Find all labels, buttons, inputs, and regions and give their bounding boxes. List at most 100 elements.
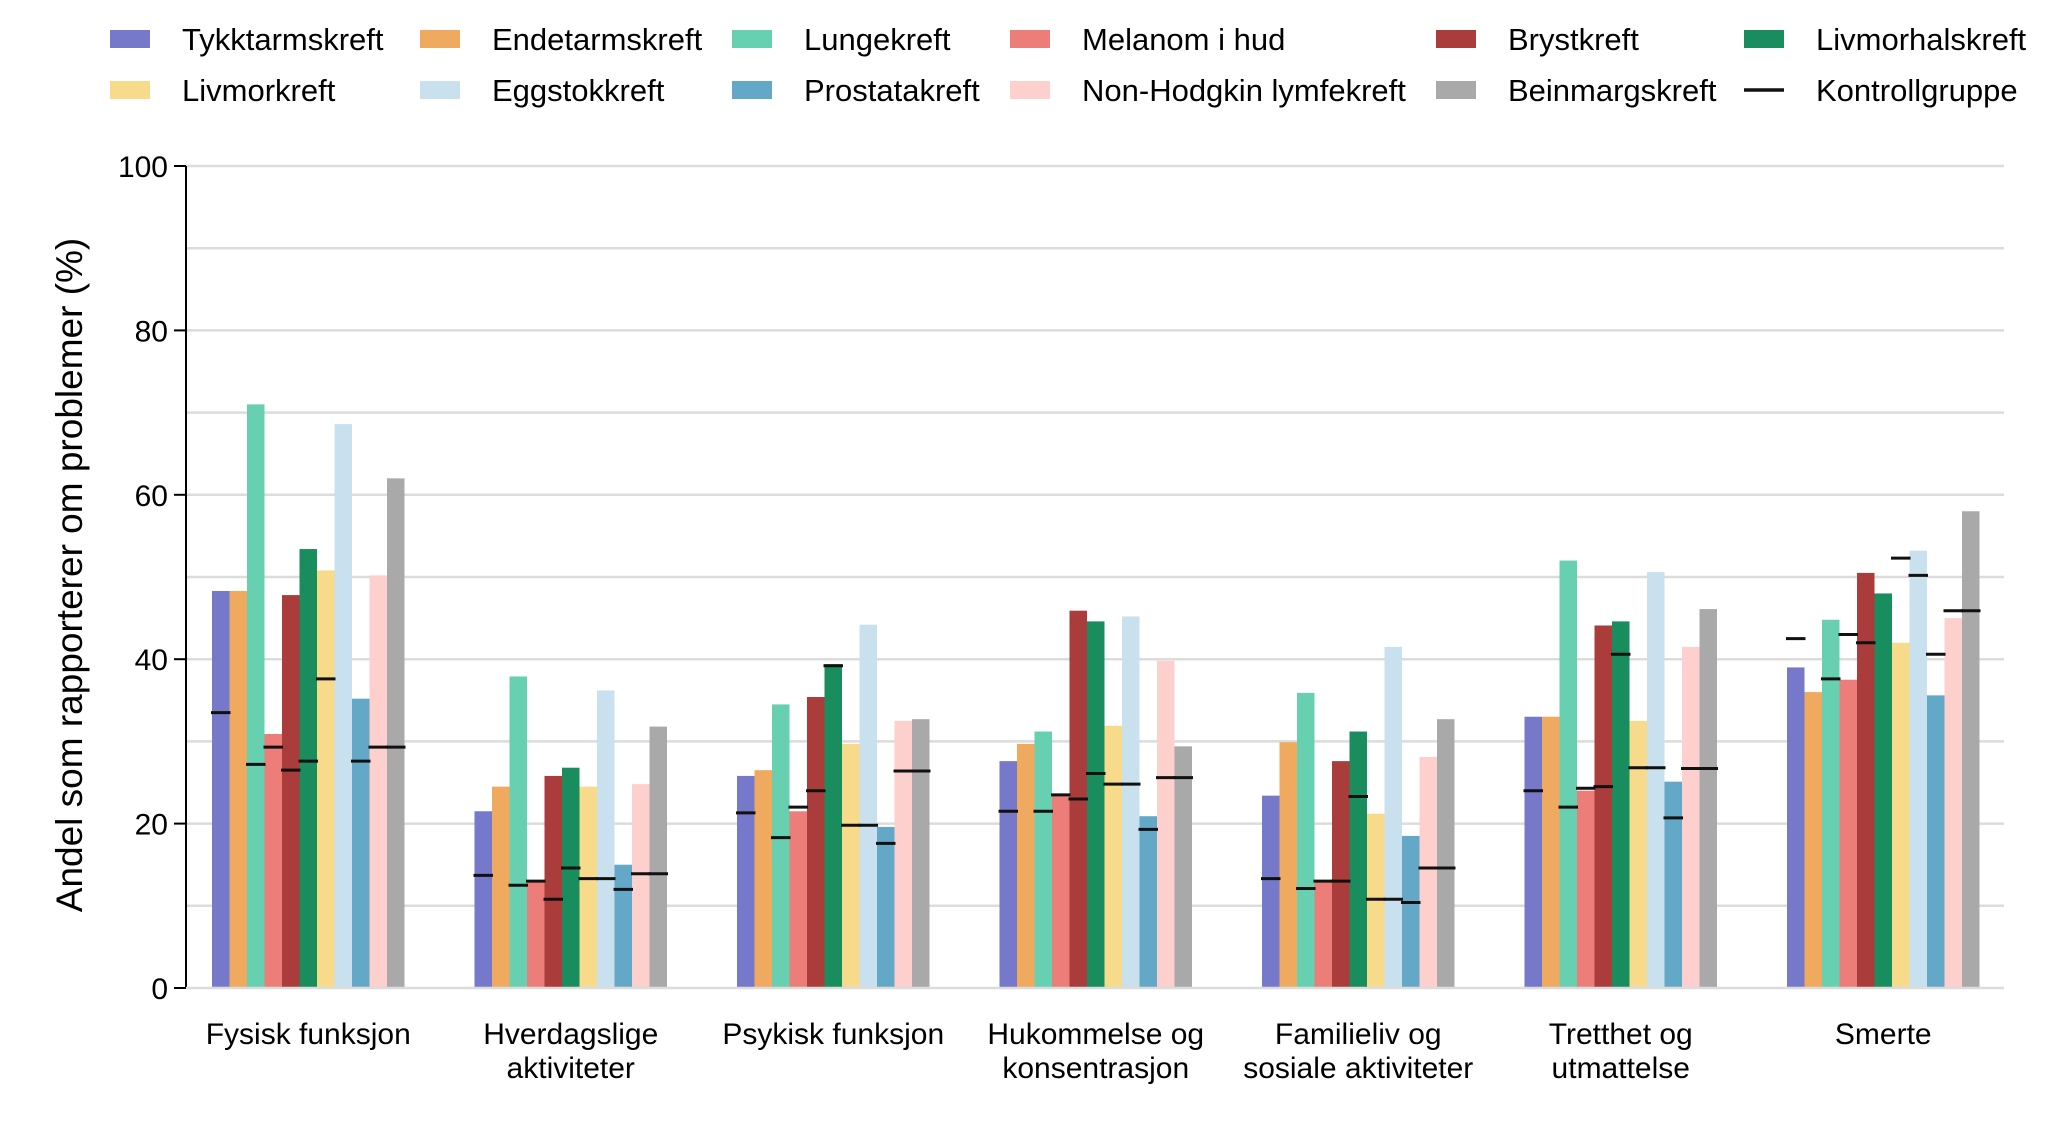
legend-swatch xyxy=(1436,81,1476,99)
legend: Tykktarmskreft Endetarmskreft Lungekreft Me… xyxy=(110,22,2027,108)
bar-tykktarmskreft xyxy=(1787,667,1805,988)
bar-non-hodgkin-lymfekreft xyxy=(1944,618,1962,988)
bar-livmorhalskreft xyxy=(1612,621,1630,988)
bar-melanom-i-hud xyxy=(1577,790,1595,988)
bar-eggstokkreft xyxy=(334,424,352,988)
y-axis-title: Andel som rapporterer om problemer (%) xyxy=(49,238,90,912)
bar-lungekreft xyxy=(247,404,265,988)
bar-livmorhalskreft xyxy=(824,664,842,988)
x-tick-label: konsentrasjon xyxy=(1002,1052,1189,1085)
bar-livmorkreft xyxy=(842,743,860,988)
x-tick-label: aktiviteter xyxy=(507,1052,635,1085)
bar-prostatakreft xyxy=(1139,816,1157,988)
x-tick-label: Psykisk funksjon xyxy=(722,1018,944,1051)
legend-label: Prostatakreft xyxy=(804,73,980,108)
x-tick-label: Hverdagslige xyxy=(483,1018,658,1051)
bar-prostatakreft xyxy=(1927,695,1945,988)
y-tick-label: 80 xyxy=(135,315,168,348)
legend-label: Beinmargskreft xyxy=(1508,73,1717,108)
legend-label: Non-Hodgkin lymfekreft xyxy=(1082,73,1406,108)
legend-label: Eggstokkreft xyxy=(492,73,665,108)
bar-endetarmskreft xyxy=(1017,743,1035,988)
x-tick-label: Hukommelse og xyxy=(987,1018,1204,1051)
bar-non-hodgkin-lymfekreft xyxy=(369,575,387,988)
bar-eggstokkreft xyxy=(1122,616,1140,988)
bar-livmorhalskreft xyxy=(1349,731,1367,988)
bar-endetarmskreft xyxy=(492,786,510,988)
control-markers xyxy=(211,556,1981,905)
y-tick-label: 100 xyxy=(118,151,168,184)
legend-item: Livmorkreft xyxy=(110,73,336,108)
legend-item: Kontrollgruppe xyxy=(1744,73,2018,108)
bar-endetarmskreft xyxy=(754,770,772,988)
bar-tykktarmskreft xyxy=(474,811,492,988)
bar-brystkreft xyxy=(1332,761,1350,988)
legend-item: Brystkreft xyxy=(1436,22,1639,57)
bar-livmorhalskreft xyxy=(1874,593,1892,988)
legend-item: Endetarmskreft xyxy=(420,22,703,57)
legend-swatch xyxy=(1436,30,1476,48)
bars xyxy=(212,404,1980,988)
bar-livmorkreft xyxy=(1629,720,1647,988)
bar-eggstokkreft xyxy=(1384,646,1402,988)
bar-livmorkreft xyxy=(1892,642,1910,988)
bar-endetarmskreft xyxy=(1804,692,1822,988)
bar-prostatakreft xyxy=(1402,835,1420,988)
bar-livmorhalskreft xyxy=(299,549,317,988)
bar-eggstokkreft xyxy=(859,624,877,988)
legend-swatch xyxy=(420,30,460,48)
bar-lungekreft xyxy=(509,676,527,988)
bar-brystkreft xyxy=(807,697,825,988)
legend-swatch xyxy=(1744,30,1784,48)
legend-label: Lungekreft xyxy=(804,22,951,57)
bar-beinmargskreft xyxy=(1699,609,1717,988)
legend-swatch xyxy=(110,81,150,99)
bar-tykktarmskreft xyxy=(999,761,1017,988)
bar-livmorhalskreft xyxy=(562,767,580,988)
bar-melanom-i-hud xyxy=(789,811,807,988)
legend-item: Beinmargskreft xyxy=(1436,73,1717,108)
bar-non-hodgkin-lymfekreft xyxy=(1157,660,1175,988)
legend-item: Melanom i hud xyxy=(1010,22,1285,57)
bar-brystkreft xyxy=(1857,572,1875,988)
axes: 0 20 40 60 80 100 Fysisk funksjon Hverdagsligea… xyxy=(118,151,2004,1085)
x-tick-label: utmattelse xyxy=(1552,1052,1690,1085)
bar-beinmargskreft xyxy=(387,478,405,988)
legend-label: Livmorkreft xyxy=(182,73,336,108)
y-tick-label: 60 xyxy=(135,480,168,513)
legend-label: Tykktarmskreft xyxy=(182,22,384,57)
bar-livmorkreft xyxy=(579,786,597,988)
x-tick-label: Tretthet og xyxy=(1549,1018,1693,1051)
bar-lungekreft xyxy=(772,704,790,988)
bar-tykktarmskreft xyxy=(1262,795,1280,988)
legend-item: Non-Hodgkin lymfekreft xyxy=(1010,73,1406,108)
bar-prostatakreft xyxy=(352,698,370,988)
bar-non-hodgkin-lymfekreft xyxy=(1682,646,1700,988)
bar-melanom-i-hud xyxy=(527,881,545,988)
bar-tykktarmskreft xyxy=(737,775,755,988)
legend-item: Prostatakreft xyxy=(732,73,980,108)
bar-melanom-i-hud xyxy=(1839,679,1857,988)
legend-item: Lungekreft xyxy=(732,22,951,57)
legend-item: Livmorhalskreft xyxy=(1744,22,2027,57)
legend-swatch xyxy=(1010,30,1050,48)
x-tick-label: Familieliv og xyxy=(1275,1018,1442,1051)
legend-swatch xyxy=(732,30,772,48)
bar-eggstokkreft xyxy=(1909,550,1927,988)
bar-tykktarmskreft xyxy=(1524,716,1542,988)
bar-non-hodgkin-lymfekreft xyxy=(1419,757,1437,988)
bar-eggstokkreft xyxy=(1647,572,1665,988)
legend-label: Melanom i hud xyxy=(1082,22,1285,57)
bar-endetarmskreft xyxy=(1279,742,1297,988)
legend-item: Eggstokkreft xyxy=(420,73,665,108)
bar-endetarmskreft xyxy=(229,590,247,988)
bar-beinmargskreft xyxy=(1962,511,1980,988)
legend-label: Endetarmskreft xyxy=(492,22,703,57)
bar-lungekreft xyxy=(1822,619,1840,988)
legend-item: Tykktarmskreft xyxy=(110,22,384,57)
bar-endetarmskreft xyxy=(1542,716,1560,988)
bar-beinmargskreft xyxy=(1174,746,1192,988)
y-tick-label: 20 xyxy=(135,809,168,842)
x-tick-label: sosiale aktiviteter xyxy=(1243,1052,1473,1085)
legend-swatch xyxy=(110,30,150,48)
